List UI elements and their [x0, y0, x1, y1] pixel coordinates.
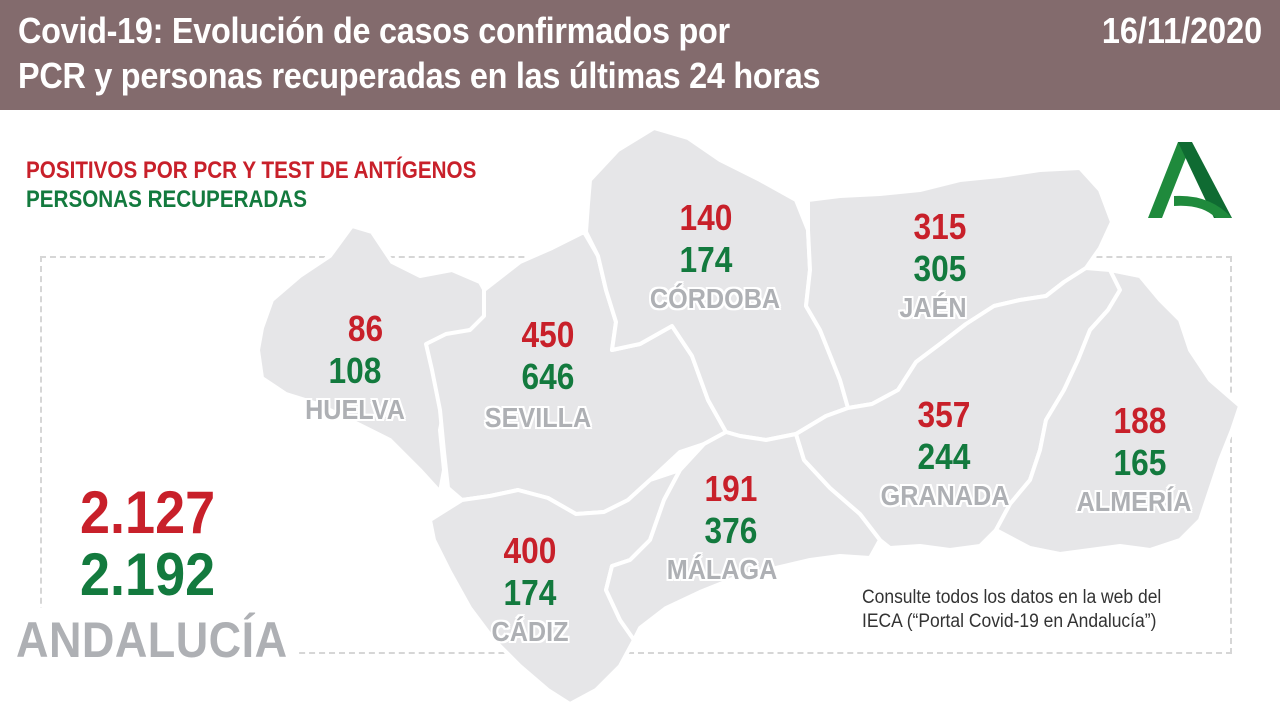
province-name: JAÉN — [899, 292, 967, 323]
recovered-count: 165 — [1113, 442, 1167, 483]
positives-count: 191 — [704, 468, 758, 509]
legend: POSITIVOS POR PCR Y TEST DE ANTÍGENOS PE… — [26, 156, 476, 214]
recovered-count: 174 — [679, 239, 733, 280]
total-andalucia: 2.127 2.192 — [80, 482, 230, 606]
province-almeria: 188 165 ALMERÍA — [1060, 400, 1220, 520]
source-note: Consulte todos los datos en la web del I… — [862, 587, 1162, 632]
recovered-count: 376 — [704, 510, 758, 551]
province-granada: 357 244 GRANADA — [870, 394, 1030, 514]
header-bar: Covid-19: Evolución de casos confirmados… — [0, 0, 1280, 110]
positives-count: 400 — [503, 530, 557, 571]
province-huelva: 86 108 HUELVA — [290, 308, 420, 428]
province-name: CÓRDOBA — [649, 283, 781, 314]
province-name: GRANADA — [880, 480, 1010, 511]
page-title: Covid-19: Evolución de casos confirmados… — [18, 10, 821, 96]
positives-count: 450 — [521, 314, 575, 355]
map-almeria — [994, 268, 1242, 556]
province-name: CÁDIZ — [491, 616, 569, 647]
report-date: 16/11/2020 — [1101, 10, 1262, 51]
total-positives: 2.127 — [80, 479, 216, 546]
positives-count: 140 — [679, 197, 733, 238]
province-cadiz: 400 174 CÁDIZ — [470, 530, 590, 650]
province-name: SEVILLA — [484, 402, 592, 433]
recovered-count: 646 — [521, 356, 575, 397]
province-name: ALMERÍA — [1076, 486, 1192, 517]
recovered-count: 244 — [917, 436, 971, 477]
legend-recovered: PERSONAS RECUPERADAS — [26, 186, 307, 213]
recovered-count: 108 — [328, 350, 382, 391]
positives-count: 188 — [1113, 400, 1167, 441]
province-malaga: 191 376 MÁLAGA — [660, 468, 800, 588]
positives-count: 357 — [917, 394, 971, 435]
province-name: HUELVA — [305, 394, 405, 425]
legend-positives: POSITIVOS POR PCR Y TEST DE ANTÍGENOS — [26, 157, 477, 184]
province-sevilla: 450 646 SEVILLA — [468, 314, 628, 436]
total-recovered: 2.192 — [80, 541, 216, 608]
province-jaen: 315 305 JAÉN — [880, 206, 1000, 326]
recovered-count: 305 — [913, 248, 967, 289]
junta-de-andalucia-logo-icon — [1148, 142, 1232, 218]
map-malaga — [604, 430, 882, 642]
province-name: MÁLAGA — [666, 554, 778, 585]
positives-count: 315 — [913, 206, 967, 247]
positives-count: 86 — [347, 308, 384, 349]
province-cordoba: 140 174 CÓRDOBA — [640, 197, 790, 317]
recovered-count: 174 — [503, 572, 557, 613]
region-name: ANDALUCÍA — [16, 608, 299, 672]
